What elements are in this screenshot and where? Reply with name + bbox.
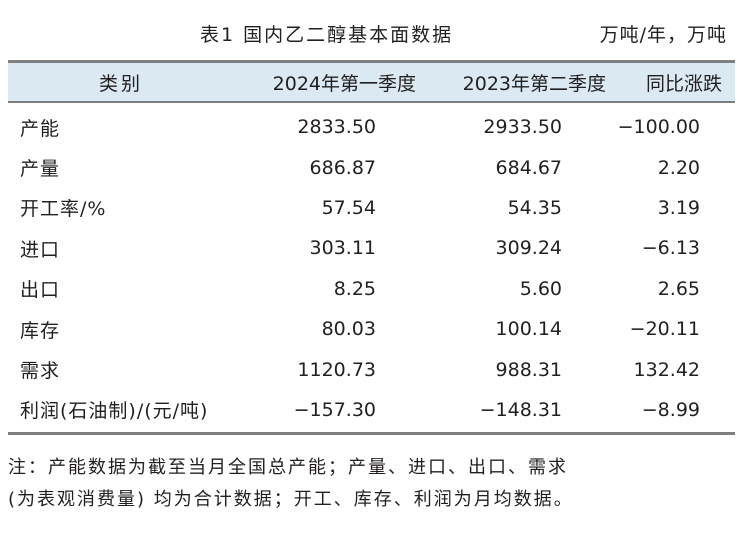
cell-2023q2: −148.31 [479, 398, 562, 421]
row-label: 产量 [20, 158, 61, 181]
header-category: 类别 [98, 72, 143, 95]
cell-yoy: 132.42 [633, 358, 700, 381]
cell-yoy: −20.11 [629, 318, 700, 341]
cell-2024q1: −157.30 [293, 398, 376, 421]
table-row: 利润(石油制)/(元/吨) −157.30 −148.31 −8.99 [8, 390, 735, 430]
header-2023q2: 2023年第二季度 [462, 72, 606, 95]
row-label: 出口 [20, 279, 61, 302]
cell-2023q2: 54.35 [507, 196, 562, 219]
row-label: 产能 [20, 117, 61, 140]
data-table: 类别 2024年第一季度 2023年第二季度 同比涨跌 产能 2833.50 2… [8, 60, 735, 436]
cell-2024q1: 80.03 [321, 318, 376, 341]
table-row: 需求 1120.73 988.31 132.42 [8, 349, 735, 389]
cell-2023q2: 2933.50 [483, 116, 562, 139]
table-row: 产能 2833.50 2933.50 −100.00 [8, 107, 735, 147]
cell-2024q1: 686.87 [309, 156, 376, 179]
cell-yoy: 2.20 [657, 156, 700, 179]
row-label: 进口 [20, 238, 61, 261]
table-title: 表1 国内乙二醇基本面数据 [200, 24, 454, 46]
table-row: 开工率/% 57.54 54.35 3.19 [8, 188, 735, 228]
cell-yoy: −6.13 [641, 237, 700, 260]
cell-2023q2: 5.60 [519, 277, 562, 300]
row-label: 开工率/% [20, 198, 107, 221]
table-bottom-rule [8, 432, 735, 436]
cell-2023q2: 100.14 [495, 318, 562, 341]
table-unit: 万吨/年，万吨 [599, 24, 727, 46]
table-row: 产量 686.87 684.67 2.20 [8, 147, 735, 187]
cell-2023q2: 309.24 [495, 237, 562, 260]
cell-2023q2: 988.31 [495, 358, 562, 381]
header-yoy-change: 同比涨跌 [645, 72, 722, 95]
cell-yoy: 3.19 [657, 196, 700, 219]
cell-2023q2: 684.67 [495, 156, 562, 179]
footnote-line-2: (为表观消费量) 均为合计数据；开工、库存、利润为月均数据。 [8, 489, 574, 510]
cell-2024q1: 8.25 [333, 277, 376, 300]
table-row: 库存 80.03 100.14 −20.11 [8, 309, 735, 349]
footnote-line-1: 注：产能数据为截至当月全国总产能；产量、进口、出口、需求 [8, 457, 568, 478]
row-label: 库存 [20, 319, 61, 342]
table-caption: 表1 国内乙二醇基本面数据 万吨/年，万吨 [0, 20, 743, 48]
cell-2024q1: 2833.50 [297, 116, 376, 139]
row-label: 利润(石油制)/(元/吨) [20, 400, 209, 423]
table-header-row: 类别 2024年第一季度 2023年第二季度 同比涨跌 [8, 63, 735, 101]
cell-2024q1: 57.54 [321, 196, 376, 219]
table-top-rule [8, 60, 735, 63]
cell-2024q1: 303.11 [309, 237, 376, 260]
table-row: 进口 303.11 309.24 −6.13 [8, 228, 735, 268]
table-header-rule [8, 101, 735, 103]
cell-2024q1: 1120.73 [297, 358, 376, 381]
table-body: 产能 2833.50 2933.50 −100.00 产量 686.87 684… [8, 103, 735, 432]
table-footnote: 注：产能数据为截至当月全国总产能；产量、进口、出口、需求 (为表观消费量) 均为… [8, 452, 735, 516]
row-label: 需求 [20, 360, 61, 383]
header-2024q1: 2024年第一季度 [272, 72, 416, 95]
cell-yoy: −100.00 [617, 116, 700, 139]
cell-yoy: −8.99 [641, 398, 700, 421]
table-row: 出口 8.25 5.60 2.65 [8, 269, 735, 309]
cell-yoy: 2.65 [657, 277, 700, 300]
